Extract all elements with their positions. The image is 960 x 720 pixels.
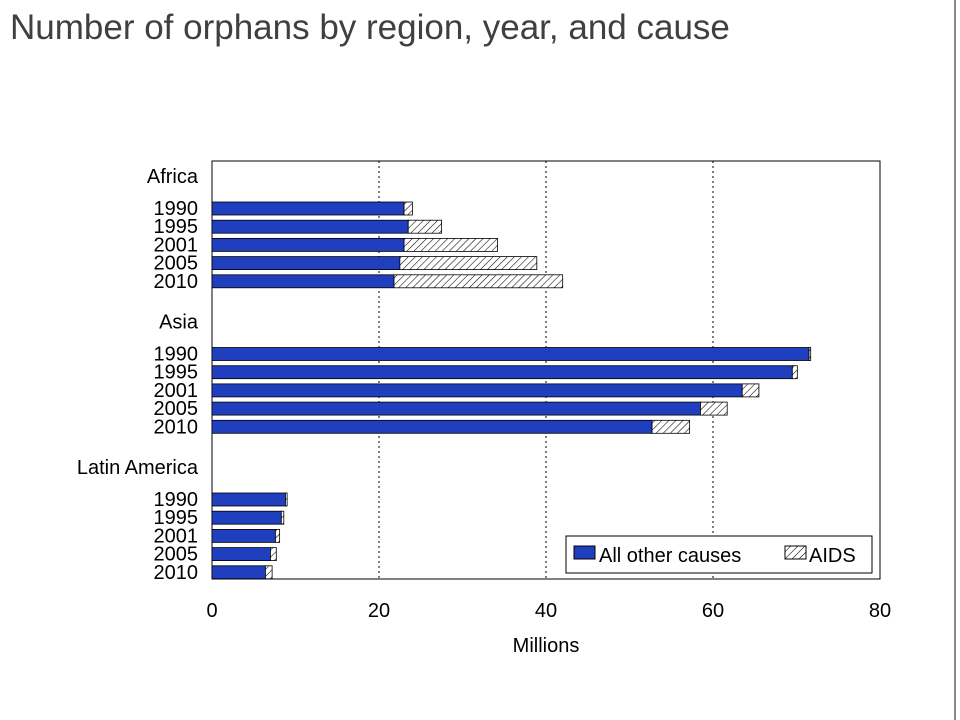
legend-swatch-other (573, 545, 596, 560)
bar-other (211, 510, 282, 525)
bar-other (211, 419, 653, 434)
bar-aids (741, 383, 760, 398)
bar-other (211, 547, 271, 561)
y-axis-labels: Africa19901995200120052010Asia1990199520… (77, 166, 199, 584)
bar-aids (270, 547, 277, 561)
year-label: 2010 (154, 271, 199, 293)
bar-other (211, 492, 286, 507)
bar-other (211, 565, 266, 580)
x-tick-label: 80 (869, 600, 891, 622)
year-label: 2005 (154, 398, 199, 420)
slide-title: Number of orphans by region, year, and c… (10, 8, 730, 47)
bar-other (211, 401, 701, 416)
group-label: Africa (147, 166, 199, 188)
x-tick-label: 40 (535, 600, 557, 622)
bar-aids (403, 237, 498, 252)
bar-aids (808, 347, 812, 361)
bar-aids (407, 219, 443, 234)
bar-aids (700, 401, 728, 416)
bar-other (211, 529, 276, 543)
bar-aids (393, 274, 564, 289)
year-label: 1990 (154, 198, 199, 220)
bars (211, 201, 812, 580)
group-label: Latin America (77, 457, 199, 479)
bar-aids (275, 529, 281, 543)
legend: All other causes AIDS (565, 535, 873, 574)
year-label: 1990 (154, 344, 199, 366)
bar-aids (791, 365, 798, 380)
bar-other (211, 256, 401, 271)
x-tick-label: 0 (206, 600, 217, 622)
year-label: 1995 (154, 216, 199, 238)
x-axis-title: Millions (513, 635, 580, 657)
year-label: 1990 (154, 489, 199, 511)
bar-aids (280, 510, 285, 525)
year-label: 2010 (154, 416, 199, 438)
legend-label-aids: AIDS (809, 545, 856, 567)
x-tick-label: 60 (702, 600, 724, 622)
x-axis: 0 20 40 60 80 (206, 600, 891, 622)
bar-aids (403, 201, 413, 216)
legend-box (565, 535, 873, 574)
year-label: 2005 (154, 253, 199, 275)
year-label: 2001 (154, 525, 199, 547)
bar-other (211, 383, 743, 398)
bar-other (211, 365, 793, 380)
legend-label-other: All other causes (599, 545, 741, 567)
group-label: Asia (159, 312, 199, 334)
bar-other (211, 347, 810, 361)
x-tick-label: 20 (368, 600, 390, 622)
bar-other (211, 274, 395, 289)
year-label: 2001 (154, 380, 199, 402)
bar-other (211, 219, 409, 234)
bar-aids (285, 492, 288, 507)
bar-aids (399, 256, 538, 271)
year-label: 1995 (154, 507, 199, 529)
legend-swatch-aids (784, 545, 807, 560)
bar-other (211, 237, 405, 252)
year-label: 2005 (154, 544, 199, 566)
bar-aids (265, 565, 273, 580)
slide-edge-line (954, 0, 956, 720)
year-label: 1995 (154, 362, 199, 384)
year-label: 2010 (154, 562, 199, 584)
year-label: 2001 (154, 234, 199, 256)
bar-other (211, 201, 405, 216)
bar-aids (651, 419, 691, 434)
